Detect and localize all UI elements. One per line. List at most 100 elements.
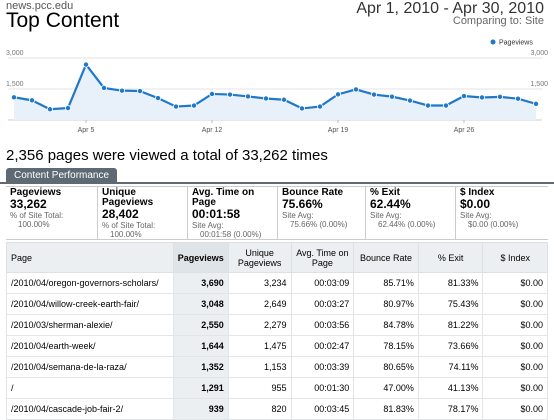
cell-pageviews: 939	[172, 398, 229, 420]
table-header-row: Page Pageviews Unique Pageviews Avg. Tim…	[6, 242, 548, 273]
col-header-bounce-rate[interactable]: Bounce Rate	[353, 242, 419, 273]
metric-label: Avg. Time on Page	[192, 187, 255, 208]
cell-avg-time: 00:03:39	[290, 356, 355, 378]
metric-exit[interactable]: % Exit 62.44% Site Avg: 62.44% (0.00%)	[366, 187, 456, 239]
cell-dollar-index: $0.00	[482, 398, 548, 420]
tab-content-performance[interactable]: Content Performance	[6, 168, 118, 184]
cell-bounce-rate: 84.78%	[353, 314, 419, 336]
x-tick-label: Apr 26	[454, 127, 475, 134]
legend-marker	[490, 39, 496, 45]
page-link[interactable]: /2010/04/willow-creek-earth-fair/	[6, 293, 174, 315]
legend-label: Pageviews	[499, 40, 533, 47]
data-point	[406, 97, 413, 104]
pageviews-series-line	[13, 62, 537, 111]
metric-value: 28,402	[102, 207, 139, 221]
metric-bounce-rate[interactable]: Bounce Rate 75.66% Site Avg: 75.66% (0.0…	[278, 187, 366, 239]
cell-bounce-rate: 85.71%	[353, 272, 419, 294]
data-point	[136, 88, 143, 95]
cell-exit: 81.33%	[417, 272, 484, 294]
cell-dollar-index: $0.00	[482, 293, 548, 315]
metric-pageviews[interactable]: Pageviews 33,262 % of Site Total: 100.00…	[6, 187, 98, 239]
data-point	[533, 100, 540, 107]
date-range-picker[interactable]: Apr 1, 2010 - Apr 30, 2010	[356, 0, 544, 17]
x-tick-label: Apr 19	[328, 127, 349, 134]
content-table: Page Pageviews Unique Pageviews Avg. Tim…	[6, 242, 548, 420]
y-tick-label: 1,500	[6, 81, 24, 88]
page-title: Top Content	[6, 9, 120, 32]
data-point	[460, 93, 467, 100]
page-link[interactable]: /2010/04/earth-week/	[6, 335, 174, 357]
table-row: /2010/04/earth-week/ 1,644 1,475 00:02:4…	[6, 335, 548, 357]
metric-sub: 100.00%	[18, 220, 50, 229]
data-point	[316, 103, 323, 110]
data-point	[352, 86, 359, 93]
metric-sub: Site Avg:	[370, 211, 402, 220]
metric-label: Pageviews	[10, 187, 62, 198]
table-row: /2010/04/willow-creek-earth-fair/ 3,048 …	[6, 293, 548, 315]
data-point	[244, 93, 251, 100]
page-link[interactable]: /	[6, 377, 174, 399]
col-header-pageviews[interactable]: Pageviews	[172, 242, 229, 273]
metric-dollar-index[interactable]: $ Index $0.00 Site Avg: $0.00 (0.00%)	[456, 187, 548, 239]
col-header-unique-pageviews[interactable]: Unique Pageviews	[227, 242, 292, 273]
metric-sub: 75.66% (0.00%)	[290, 220, 348, 229]
metric-value: 00:01:58	[192, 207, 241, 221]
data-point	[496, 93, 503, 100]
cell-dollar-index: $0.00	[482, 377, 548, 399]
metrics-panel: Pageviews 33,262 % of Site Total: 100.00…	[6, 186, 548, 240]
cell-pageviews: 1,291	[172, 377, 229, 399]
cell-bounce-rate: 78.15%	[353, 335, 419, 357]
cell-avg-time: 00:02:47	[290, 335, 355, 357]
y-tick-label: 3,000	[6, 50, 24, 57]
data-point	[10, 94, 17, 101]
comparison-label: Comparing to: Site	[453, 15, 544, 27]
col-header-avg-time[interactable]: Avg. Time on Page	[290, 242, 355, 273]
cell-exit: 75.43%	[417, 293, 484, 315]
comparing-label: Comparing to:	[452, 15, 522, 27]
cell-pageviews: 3,690	[172, 272, 229, 294]
cell-unique-pageviews: 3,234	[227, 272, 292, 294]
data-point	[388, 93, 395, 100]
col-header-dollar-index[interactable]: $ Index	[482, 242, 548, 273]
data-point	[370, 91, 377, 98]
cell-bounce-rate: 80.65%	[353, 356, 419, 378]
table-row: /2010/04/oregon-governors-scholars/ 3,69…	[6, 272, 548, 294]
cell-avg-time: 00:01:30	[290, 377, 355, 399]
page-link[interactable]: /2010/04/oregon-governors-scholars/	[6, 272, 174, 294]
data-point	[190, 102, 197, 109]
metric-avg-time[interactable]: Avg. Time on Page 00:01:58 Site Avg: 00:…	[188, 187, 278, 239]
cell-exit: 78.17%	[417, 398, 484, 420]
cell-unique-pageviews: 2,279	[227, 314, 292, 336]
data-point	[262, 95, 269, 102]
metric-label: % Exit	[370, 187, 401, 198]
col-header-exit[interactable]: % Exit	[417, 242, 484, 273]
data-point	[47, 106, 54, 113]
y-tick-label: 1,500	[530, 81, 548, 88]
data-point	[424, 102, 431, 109]
cell-exit: 74.11%	[417, 356, 484, 378]
metric-value: 62.44%	[370, 197, 411, 211]
data-point	[208, 90, 215, 97]
cell-avg-time: 00:03:45	[290, 398, 355, 420]
page-link[interactable]: /2010/03/sherman-alexie/	[6, 314, 174, 336]
data-point	[280, 96, 287, 103]
cell-avg-time: 00:03:09	[290, 272, 355, 294]
data-point	[334, 91, 341, 98]
metric-unique-pageviews[interactable]: Unique Pageviews 28,402 % of Site Total:…	[98, 187, 188, 239]
metric-sub: Site Avg:	[192, 221, 224, 230]
metric-sub: 62.44% (0.00%)	[378, 220, 436, 229]
page-link[interactable]: /2010/04/cascade-job-fair-2/	[6, 398, 174, 420]
metric-value: 75.66%	[282, 197, 323, 211]
metric-label: Bounce Rate	[282, 187, 344, 198]
cell-avg-time: 00:03:27	[290, 293, 355, 315]
col-header-page[interactable]: Page	[6, 242, 174, 273]
cell-exit: 73.66%	[417, 335, 484, 357]
metric-label: $ Index	[460, 187, 495, 198]
table-row: /2010/04/semana-de-la-raza/ 1,352 1,153 …	[6, 356, 548, 378]
data-point	[478, 94, 485, 101]
page-link[interactable]: /2010/04/semana-de-la-raza/	[6, 356, 174, 378]
cell-dollar-index: $0.00	[482, 335, 548, 357]
cell-bounce-rate: 81.83%	[353, 398, 419, 420]
data-point	[28, 97, 35, 104]
cell-exit: 81.22%	[417, 314, 484, 336]
